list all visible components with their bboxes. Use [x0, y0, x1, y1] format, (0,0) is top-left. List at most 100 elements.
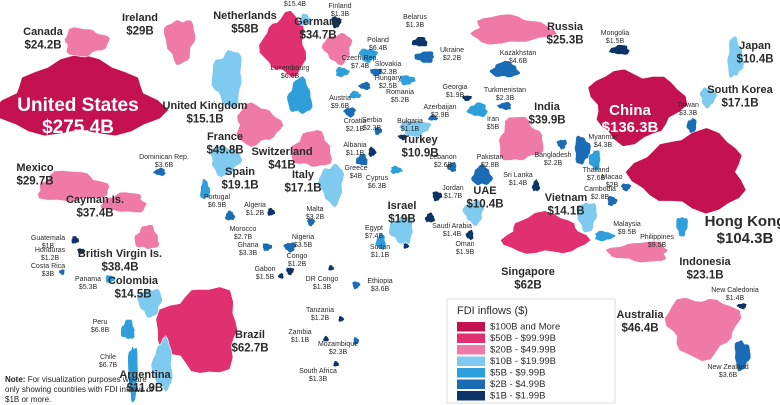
country-shape: [355, 153, 369, 167]
country-label: Hong Kong$104.3B: [705, 213, 780, 247]
country-name: Albania: [343, 142, 366, 149]
country-labels: United States$275.4BCanada$24.2BIreland$…: [16, 1, 780, 394]
country-shape: [286, 75, 314, 115]
country-name: Panama: [75, 276, 101, 283]
country-value: $15.4B: [284, 1, 307, 8]
country-shape: [348, 89, 363, 100]
country-name: Germany: [294, 16, 343, 28]
country-label: Cayman Is.$37.4B: [66, 194, 124, 219]
country-value: $15.1B: [186, 113, 223, 125]
country-value: $275.4B: [42, 117, 114, 138]
country-shape: [120, 318, 136, 340]
country-label: Azerbaijan$2.9B: [423, 104, 456, 119]
country-shape: [199, 177, 211, 201]
country-value: $7.4B: [351, 63, 370, 70]
country-shape: [235, 101, 285, 148]
country-name: Japan: [739, 40, 771, 52]
country-value: $1.1B: [401, 126, 420, 133]
country-value: $6.6B: [281, 73, 300, 80]
country-label: Malta$3.2B: [306, 206, 325, 221]
country-label: UAE$10.4B: [466, 185, 503, 210]
country-name: Switzerland: [251, 146, 312, 158]
legend-swatch: [457, 368, 485, 378]
country-name: Tanzania: [306, 307, 334, 314]
country-name: Georgia: [443, 84, 468, 91]
country-label: Germany$34.7B: [294, 16, 343, 41]
legend-label: $2B - $4.99B: [490, 379, 545, 390]
country-shape: [411, 36, 429, 48]
country-label: Ireland$29B: [122, 12, 158, 37]
country-value: $1.1B: [346, 150, 365, 157]
country-value: $1.3B: [331, 11, 350, 18]
country-value: $1.2B: [288, 261, 307, 268]
country-name: Indonesia: [679, 256, 731, 268]
country-value: $2.5B: [379, 83, 398, 90]
country-name: Italy: [292, 169, 315, 181]
country-label: Nigeria$3.5B: [292, 234, 314, 249]
legend-swatch: [457, 333, 485, 343]
country-shape: [351, 280, 362, 291]
country-label: Mexico$29.7B: [16, 162, 54, 187]
country-name: Pakistan: [477, 154, 504, 161]
country-name: Czech Rep.: [342, 55, 379, 62]
country-value: $5B: [487, 124, 500, 131]
country-label: Argentina$11.9B: [119, 369, 171, 394]
country-label: Bangladesh$2.2B: [535, 152, 572, 167]
country-name: Finland: [329, 3, 352, 10]
legend-swatch: [457, 379, 485, 389]
country-label: Japan$10.4B: [736, 40, 773, 65]
country-label: Italy$17.1B: [284, 169, 321, 194]
country-value: $7.6B: [587, 175, 606, 182]
country-value: $7.4B: [365, 233, 384, 240]
country-shape: [327, 264, 335, 272]
country-shape: [357, 47, 379, 64]
country-value: $3.3B: [679, 110, 698, 117]
country-value: $2.3B: [496, 95, 515, 102]
country-value: $1.4B: [726, 295, 745, 302]
country-name: Bulgaria: [397, 118, 423, 125]
country-label: Turkey$10.9B: [401, 134, 438, 159]
country-label: $15.4B: [284, 1, 307, 8]
country-value: $10.9B: [401, 147, 438, 159]
legend-swatch: [457, 345, 485, 355]
country-value: $2.3B: [329, 349, 348, 356]
country-name: Sri Lanka: [503, 172, 533, 179]
country-value: $6.8B: [91, 327, 110, 334]
country-name: Brazil: [235, 329, 265, 341]
legend-label: $50B - $99.99B: [490, 333, 556, 344]
country-name: Ghana: [237, 242, 258, 249]
country-name: Ethiopia: [367, 278, 392, 285]
country-name: Costa Rica: [31, 263, 65, 270]
country-label: Iran$5B: [487, 116, 500, 131]
country-shape: [465, 101, 489, 118]
country-name: Myanmar: [588, 134, 618, 141]
country-name: Austria: [329, 95, 351, 102]
country-value: $1.1B: [371, 252, 390, 259]
country-value: $62B: [514, 279, 542, 291]
legend-label: $100B and More: [490, 322, 560, 333]
country-name: Vietnam: [545, 192, 588, 204]
country-name: Mexico: [16, 162, 54, 174]
country-name: India: [534, 101, 561, 113]
legend-swatch: [457, 322, 485, 332]
country-label: Luxembourg$6.6B: [271, 65, 310, 80]
country-shape: [163, 19, 197, 66]
country-shape: [127, 346, 139, 404]
country-name: Netherlands: [213, 10, 277, 22]
country-shape: [155, 286, 238, 374]
country-value: $1.9B: [456, 249, 475, 256]
country-shape: [699, 86, 718, 110]
note: Note: For visualization purposes we are …: [5, 375, 155, 405]
country-shape: [330, 15, 343, 30]
country-name: Belarus: [403, 14, 427, 21]
country-value: $29B: [126, 25, 154, 37]
country-shape: [620, 182, 633, 193]
country-value: $58B: [231, 23, 259, 35]
country-shape: [664, 297, 742, 362]
country-name: Australia: [616, 309, 664, 321]
country-shape: [735, 302, 748, 310]
country-value: $1.4B: [443, 231, 462, 238]
country-shape: [58, 268, 66, 276]
country-shape: [389, 165, 404, 175]
country-label: Australia$46.4B: [616, 309, 664, 334]
